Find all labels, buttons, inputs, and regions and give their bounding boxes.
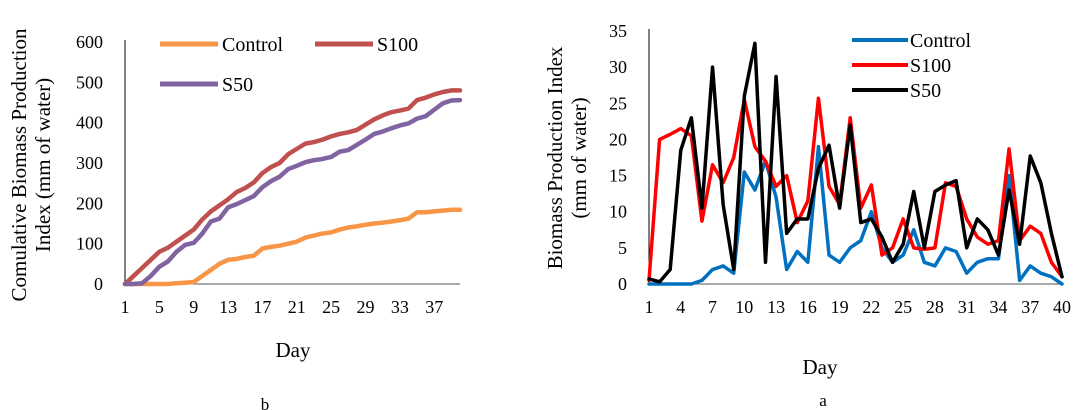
- chart-a-x-tick-label: 7: [708, 297, 717, 317]
- chart-b-y-tick-label: 100: [76, 234, 103, 254]
- chart-b-x-tick-label: 37: [425, 297, 443, 317]
- chart-a-x-tick-label: 28: [926, 297, 944, 317]
- chart-b-x-tick-label: 1: [121, 297, 130, 317]
- chart-a-x-tick-label: 40: [1053, 297, 1071, 317]
- chart-a-x-tick-label: 4: [676, 297, 685, 317]
- legend-label-s50: S50: [222, 74, 253, 96]
- chart-b-x-tick-label: 33: [391, 297, 409, 317]
- chart-a-panel-label: a: [819, 391, 827, 410]
- chart-a-x-tick-label: 13: [767, 297, 785, 317]
- chart-b-x-tick-label: 25: [322, 297, 340, 317]
- chart-a-ylabel-line-2: (mm of water): [567, 97, 591, 218]
- chart-b-panel-label: b: [261, 395, 270, 410]
- chart-b-series-line-s100: [122, 88, 463, 287]
- chart-a-y-tick-label: 25: [609, 93, 627, 113]
- chart-a-y-tick-label: 10: [609, 202, 627, 222]
- chart-a-x-tick-label: 1: [645, 297, 654, 317]
- chart-b-x-tick-label: 13: [219, 297, 237, 317]
- chart-b-y-tick-label: 600: [76, 32, 103, 52]
- chart-b-x-tick-label: 17: [253, 297, 271, 317]
- chart-a-series-line-s50: [647, 41, 1064, 284]
- chart-b-series-line-s50: [122, 97, 463, 287]
- chart-b-ylabel-line-1: Comulative Biomass Production: [7, 28, 31, 301]
- chart-a-y-tick-label: 35: [609, 21, 627, 41]
- legend-label-control: Control: [222, 34, 284, 56]
- legend-label-control: Control: [910, 30, 972, 52]
- chart-b: 0 100 200 300 400 500 600 1 5 9 13 17 21 25 29 33 37 Com…: [7, 28, 463, 410]
- chart-b-x-tick-label: 21: [288, 297, 306, 317]
- legend-label-s50: S50: [910, 80, 941, 102]
- chart-a-y-tick-label: 20: [609, 129, 627, 149]
- chart-b-y-tick-label: 400: [76, 113, 103, 133]
- chart-a-x-tick-label: 25: [894, 297, 912, 317]
- chart-a-x-tick-label: 22: [862, 297, 880, 317]
- chart-b-y-tick-label: 0: [94, 274, 103, 294]
- chart-b-x-tick-label: 5: [155, 297, 164, 317]
- chart-b-axes: 0 100 200 300 400 500 600 1 5 9 13 17 21 25 29 33 37: [76, 32, 460, 317]
- chart-a-x-tick-label: 31: [958, 297, 976, 317]
- chart-b-y-tick-label: 300: [76, 153, 103, 173]
- chart-b-y-tick-label: 200: [76, 193, 103, 213]
- chart-a-x-tick-label: 10: [735, 297, 753, 317]
- chart-a-axes: 0 5 10 15 20 25 30 35 1 4 7 10 13 16 19 22 25 28 31 34 37 40: [609, 21, 1071, 317]
- chart-a-x-tick-label: 37: [1021, 297, 1039, 317]
- chart-b-x-tick-label: 29: [357, 297, 375, 317]
- chart-a-series-line-control: [647, 144, 1064, 286]
- chart-a-y-tick-label: 0: [618, 274, 627, 294]
- chart-a-y-tick-label: 30: [609, 57, 627, 77]
- legend-label-s100: S100: [910, 55, 951, 77]
- chart-b-series-line-control: [122, 207, 463, 287]
- chart-b-series: [122, 88, 463, 287]
- chart-a-x-tick-label: 16: [799, 297, 817, 317]
- chart-b-x-tick-label: 9: [189, 297, 198, 317]
- chart-a-x-tick-label: 19: [831, 297, 849, 317]
- chart-a-series: [647, 41, 1064, 286]
- chart-b-y-tick-label: 500: [76, 72, 103, 92]
- chart-a-legend: Control S100 S50: [852, 30, 972, 102]
- chart-a-ylabel-line-1: Biomass Production Index: [543, 46, 567, 269]
- chart-b-xlabel: Day: [276, 338, 311, 362]
- chart-b-legend: Control S100 S50: [160, 34, 418, 96]
- chart-a-x-tick-label: 34: [989, 297, 1007, 317]
- legend-label-s100: S100: [377, 34, 418, 56]
- chart-a-y-tick-label: 15: [609, 166, 627, 186]
- chart-a-y-tick-label: 5: [618, 238, 627, 258]
- chart-b-ylabel-line-2: Index (mm of water): [31, 78, 55, 252]
- chart-a-xlabel: Day: [803, 355, 838, 379]
